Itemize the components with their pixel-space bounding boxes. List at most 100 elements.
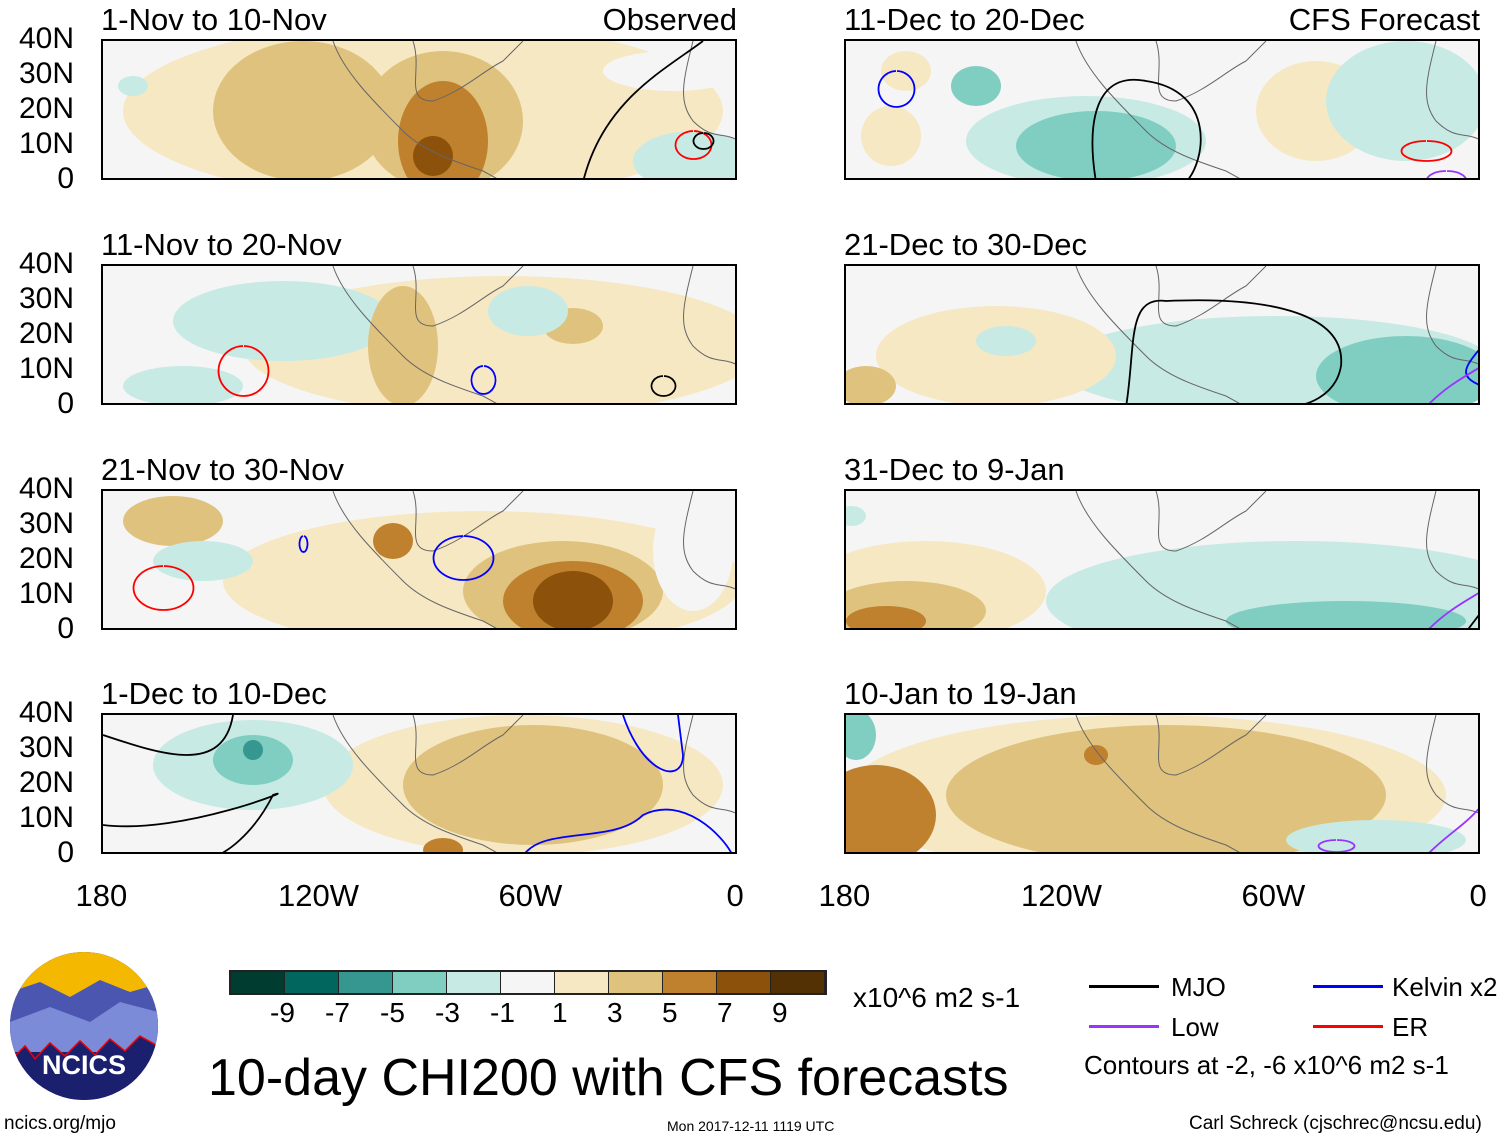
contour-line [525, 808, 732, 852]
colorbar-swatch [555, 972, 609, 993]
anomaly-shading [846, 366, 896, 403]
anomaly-shading [633, 131, 735, 178]
anomaly-shading [118, 76, 148, 96]
anomaly-shading [123, 496, 223, 546]
kelvin-line [1313, 985, 1383, 988]
panel-tag: CFS Forecast [1288, 2, 1480, 37]
lat-label: 20N [18, 92, 74, 125]
lat-label: 10N [18, 577, 74, 610]
contour-line [1400, 140, 1453, 162]
er-line [1313, 1025, 1383, 1028]
lat-label: 20N [18, 542, 74, 575]
anomaly-shading [153, 541, 253, 581]
anomaly-shading [173, 281, 393, 361]
colorbar-swatch [285, 972, 339, 993]
lon-label: 180 [75, 878, 128, 913]
colorbar-swatch [393, 972, 447, 993]
contour-line [1091, 78, 1202, 178]
footer-timestamp: Mon 2017-12-11 1119 UTC [667, 1118, 835, 1134]
colorbar-swatch [231, 972, 285, 993]
contour-line [1125, 299, 1342, 403]
low-line [1089, 1025, 1159, 1028]
lon-label: 60W [498, 878, 563, 913]
footer-url[interactable]: ncics.org/mjo [4, 1113, 116, 1134]
anomaly-shading [1084, 745, 1108, 765]
contour-note: Contours at -2, -6 x10^6 m2 s-1 [1084, 1050, 1449, 1080]
legend-low: Low [1171, 1012, 1219, 1042]
map-panel [844, 713, 1480, 854]
lat-label: 30N [18, 57, 74, 90]
panel-title: 31-Dec to 9-Jan [844, 452, 1065, 487]
colorbar-swatch [771, 972, 825, 993]
mjo-line [1089, 985, 1159, 988]
lat-label: 10N [18, 801, 74, 834]
contour-line [1428, 367, 1478, 403]
panel-title: 1-Dec to 10-Dec [101, 676, 327, 711]
anomaly-shading [846, 606, 926, 628]
lat-label: 40N [18, 696, 74, 729]
colorbar-label: -5 [380, 997, 405, 1028]
panel-title: 10-Jan to 19-Jan [844, 676, 1077, 711]
colorbar-label: -7 [325, 997, 350, 1028]
lon-label: 120W [1021, 878, 1102, 913]
lat-label: 30N [18, 282, 74, 315]
colorbar-swatch [501, 972, 555, 993]
coastline [1075, 491, 1478, 628]
anomaly-shading [373, 523, 413, 559]
anomaly-shading [488, 286, 568, 336]
anomaly-shading [1226, 601, 1466, 628]
contour-line [877, 70, 916, 108]
anomaly-shading [653, 491, 733, 611]
anomaly-shading [951, 66, 1001, 106]
anomaly-shading [213, 41, 393, 178]
anomaly-shading [846, 765, 936, 852]
footer-author: Carl Schreck (cjschrec@ncsu.edu) [1189, 1113, 1482, 1134]
contour-line [1467, 614, 1478, 628]
panel-title: 11-Dec to 20-Dec [844, 2, 1085, 37]
lat-label: 0 [57, 387, 74, 420]
anomaly-shading [946, 725, 1386, 852]
anomaly-shading [1286, 820, 1466, 852]
panel-title: 11-Nov to 20-Nov [101, 227, 342, 262]
legend-er: ER [1392, 1012, 1429, 1042]
anomaly-shading [403, 725, 663, 845]
contour-line [217, 345, 270, 397]
lat-label: 30N [18, 507, 74, 540]
anomaly-shading [876, 306, 1116, 403]
anomaly-shading [368, 286, 438, 403]
contour-line [103, 715, 234, 756]
lat-label: 30N [18, 731, 74, 764]
colorbar-label: 7 [717, 997, 733, 1028]
figure-title: 10-day CHI200 with CFS forecasts [208, 1049, 1009, 1107]
panel-title: 21-Nov to 30-Nov [101, 452, 344, 487]
coastline [332, 266, 735, 403]
coastline [332, 41, 735, 178]
colorbar-swatch [447, 972, 501, 993]
coastline [332, 715, 735, 852]
colorbar-label: 9 [772, 997, 788, 1028]
map-panel [844, 39, 1480, 180]
contour-line [1428, 808, 1478, 852]
anomaly-shading [413, 136, 453, 176]
contour-line [298, 535, 309, 553]
contour-line [1317, 839, 1356, 852]
contour-line [103, 792, 279, 852]
panel-tag: Observed [602, 2, 737, 37]
anomaly-shading [846, 506, 866, 526]
anomaly-shading [423, 838, 463, 852]
map-panel [844, 264, 1480, 405]
coastline [1075, 266, 1478, 403]
anomaly-shading [1326, 41, 1478, 161]
anomaly-shading [976, 326, 1036, 356]
colorbar-label: 5 [662, 997, 678, 1028]
lon-label: 60W [1241, 878, 1306, 913]
anomaly-shading [243, 740, 263, 760]
map-panel [101, 264, 737, 405]
map-panel [101, 489, 737, 630]
anomaly-shading [603, 51, 735, 91]
contour-line [132, 565, 195, 611]
anomaly-shading [846, 715, 876, 760]
colorbar-label: -1 [490, 997, 515, 1028]
contour-line [1465, 349, 1478, 386]
lat-label: 40N [18, 247, 74, 280]
